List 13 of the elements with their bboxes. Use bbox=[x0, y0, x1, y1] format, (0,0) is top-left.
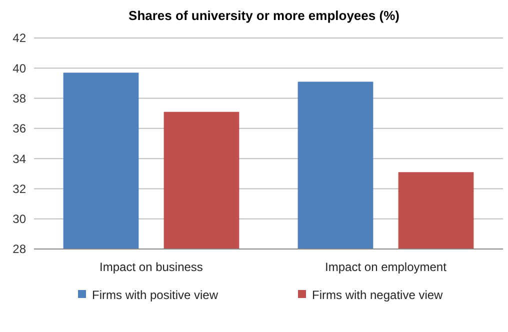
y-tick-label: 36 bbox=[12, 122, 26, 136]
y-tick-label: 30 bbox=[12, 212, 26, 226]
y-tick-label: 42 bbox=[12, 31, 26, 46]
y-tick-label: 38 bbox=[12, 91, 26, 106]
chart-title: Shares of university or more employees (%) bbox=[128, 8, 400, 23]
legend-label: Firms with positive view bbox=[92, 288, 218, 302]
y-tick-label: 32 bbox=[12, 182, 26, 196]
legend-label: Firms with negative view bbox=[312, 288, 444, 302]
y-tick-label: 28 bbox=[12, 242, 26, 256]
y-tick-label: 40 bbox=[12, 61, 26, 76]
x-tick-label: Impact on employment bbox=[325, 260, 448, 274]
x-tick-label: Impact on business bbox=[100, 260, 203, 274]
y-tick-label: 34 bbox=[12, 152, 26, 166]
